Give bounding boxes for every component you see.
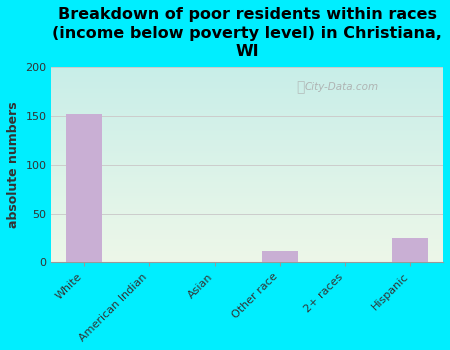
Text: City-Data.com: City-Data.com [304,82,378,92]
Bar [392,238,428,262]
Text: ⦿: ⦿ [296,80,304,94]
Y-axis label: absolute numbers: absolute numbers [7,102,20,228]
Bar [262,251,298,262]
Bar [66,114,102,262]
Title: Breakdown of poor residents within races
(income below poverty level) in Christi: Breakdown of poor residents within races… [52,7,442,59]
